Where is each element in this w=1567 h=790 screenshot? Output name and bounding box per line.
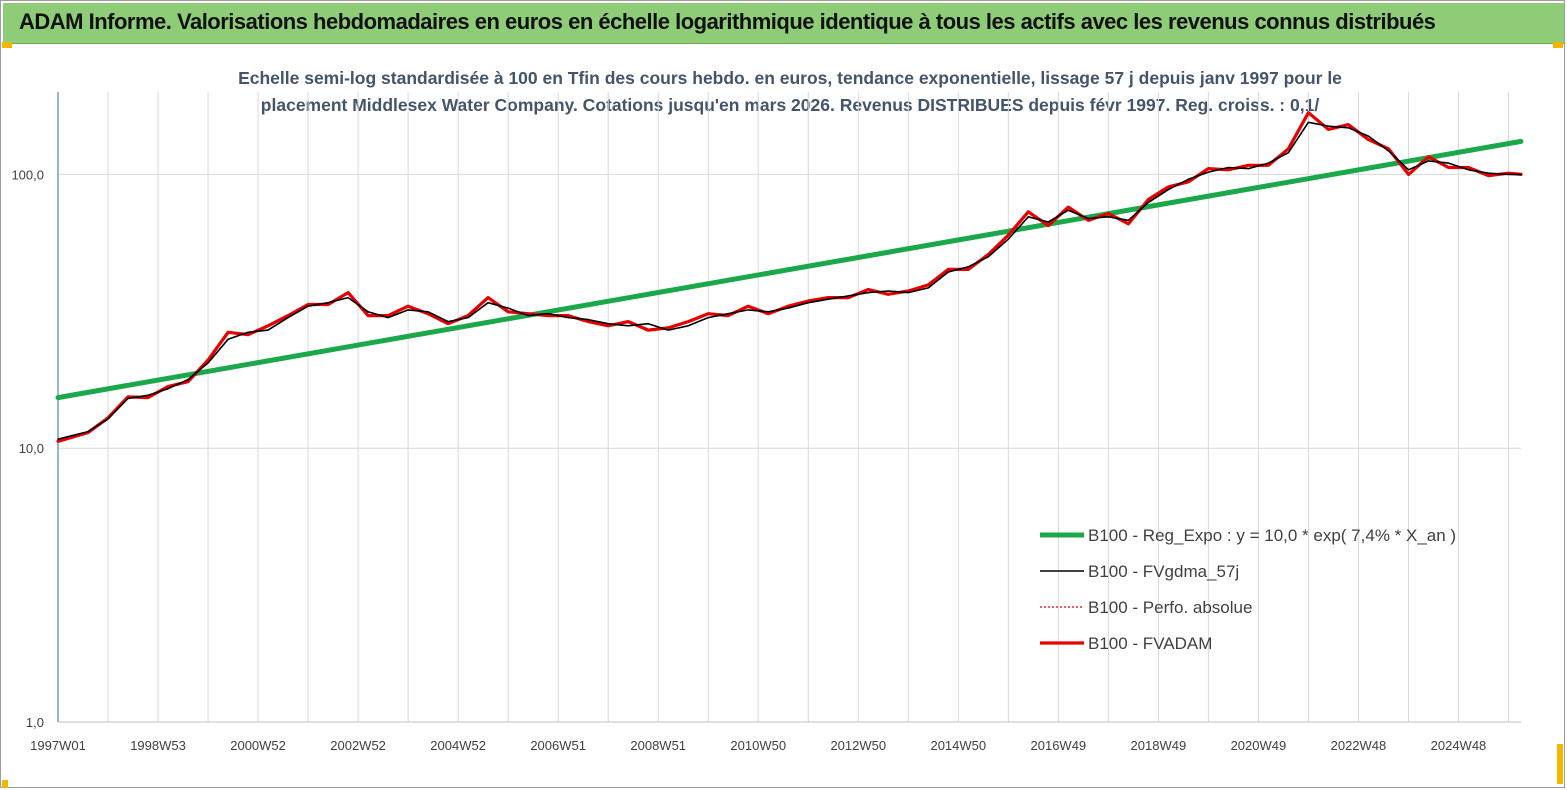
chart-title-line: placement Middlesex Water Company. Cotat… (261, 95, 1320, 115)
report-banner: ADAM Informe. Valorisations hebdomadaire… (3, 3, 1564, 44)
x-tick-label: 2018W49 (1131, 738, 1187, 753)
series-group (55, 111, 1524, 443)
x-tick-label: 2000W52 (230, 738, 286, 753)
legend-label: B100 - Reg_Expo : y = 10,0 * exp( 7,4% *… (1088, 526, 1456, 545)
x-tick-label: 1997W01 (30, 738, 86, 753)
y-tick-label: 1,0 (26, 715, 44, 730)
x-tick-label: 2006W51 (530, 738, 586, 753)
legend: B100 - Reg_Expo : y = 10,0 * exp( 7,4% *… (1040, 526, 1456, 653)
corner-marker (1553, 42, 1563, 48)
x-tick-label: 2004W52 (430, 738, 486, 753)
series-line-perf (57, 112, 1522, 442)
series-line-fvadam (56, 111, 1523, 443)
banner-title: ADAM Informe. Valorisations hebdomadaire… (19, 9, 1436, 34)
x-tick-label: 2012W50 (830, 738, 886, 753)
x-tick-label: 1998W53 (130, 738, 186, 753)
y-tick-label: 10,0 (19, 441, 44, 456)
corner-marker (1557, 744, 1563, 784)
x-tick-label: 2024W48 (1431, 738, 1487, 753)
legend-label: B100 - Perfo. absolue (1088, 598, 1252, 617)
series-line-smooth (57, 121, 1522, 440)
corner-marker (2, 780, 8, 788)
grid (57, 92, 1521, 723)
chart-title: Echelle semi-log standardisée à 100 en T… (238, 68, 1342, 115)
corner-marker (2, 42, 12, 48)
axes: 1,0 10,0 100,0 1997W01 1998W53 2000W52 2002W52… (11, 92, 1521, 753)
x-tick-label: 2020W49 (1231, 738, 1287, 753)
chart-title-line: Echelle semi-log standardisée à 100 en T… (238, 68, 1342, 88)
x-tick-label: 2010W50 (730, 738, 786, 753)
x-tick-label: 2008W51 (630, 738, 686, 753)
x-tick-label: 2002W52 (330, 738, 386, 753)
y-tick-label: 100,0 (11, 167, 44, 182)
x-tick-label: 2022W48 (1331, 738, 1387, 753)
series-line-trend (55, 138, 1524, 401)
legend-label: B100 - FVgdma_57j (1088, 562, 1239, 581)
legend-label: B100 - FVADAM (1088, 634, 1212, 653)
x-tick-label: 2014W50 (930, 738, 986, 753)
x-tick-label: 2016W49 (1031, 738, 1087, 753)
